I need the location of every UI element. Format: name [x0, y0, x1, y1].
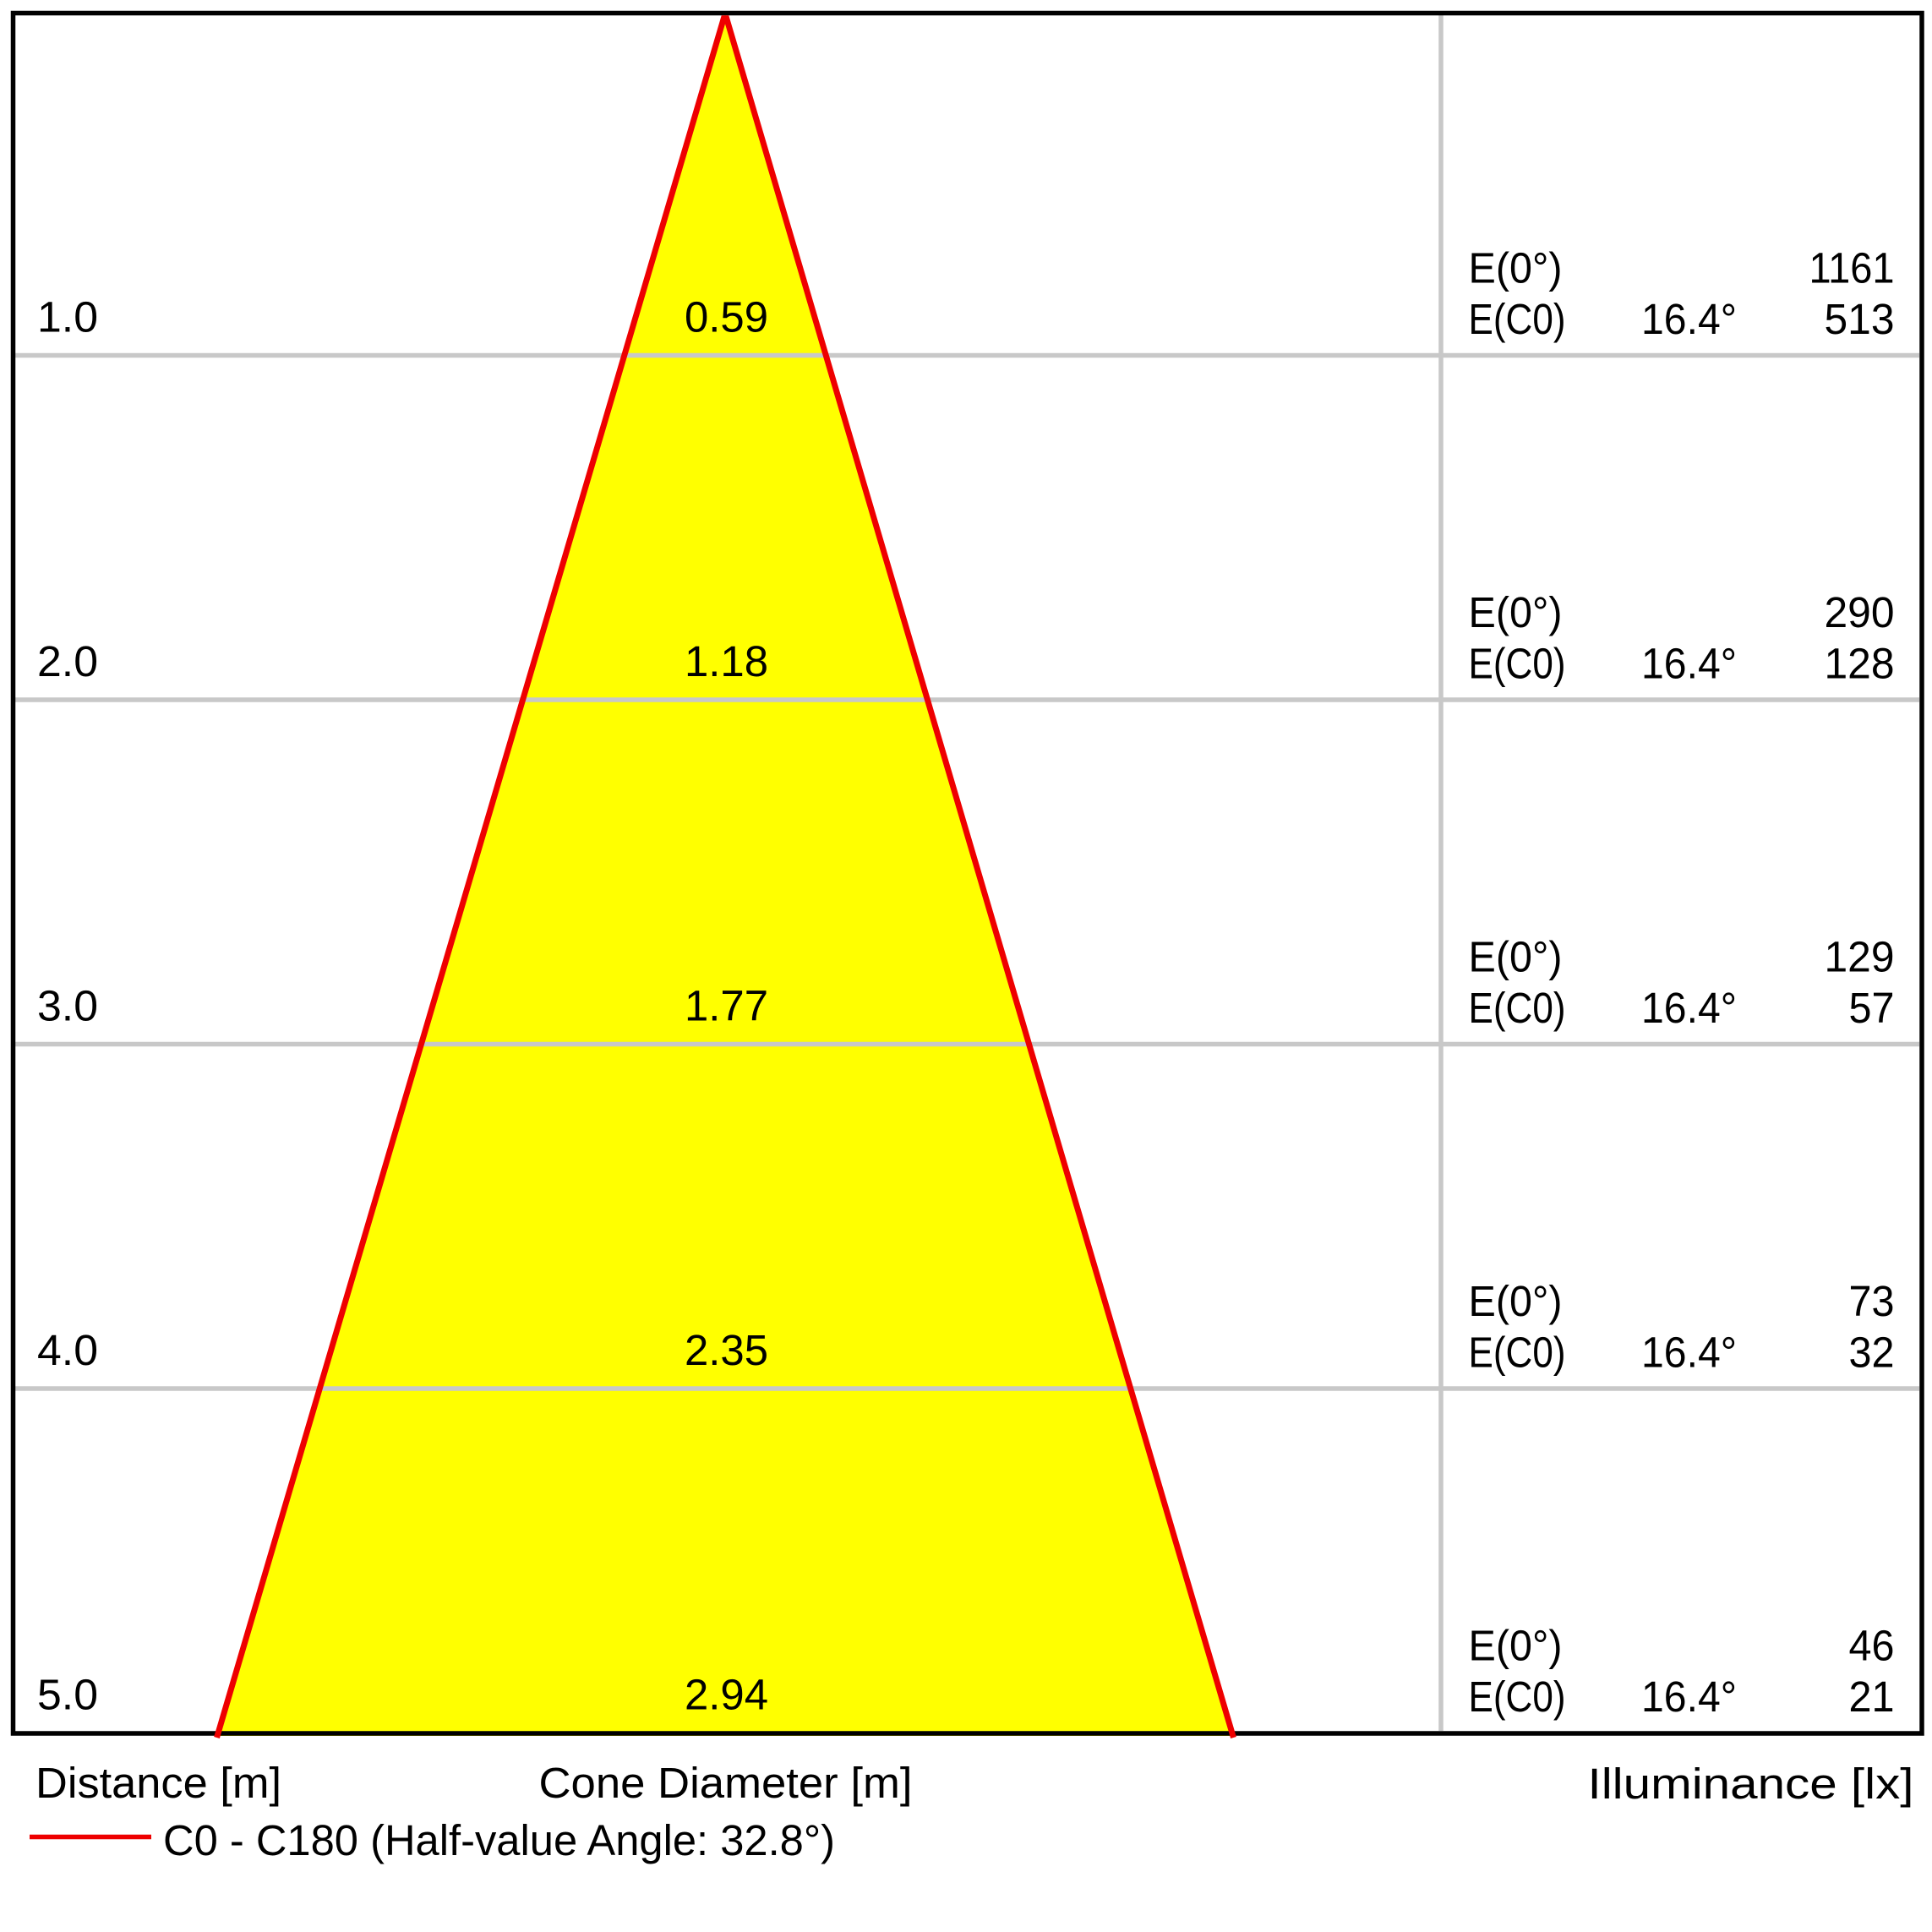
svg-text:513: 513 [1825, 295, 1895, 343]
svg-text:16.4°: 16.4° [1641, 640, 1737, 688]
svg-text:Illuminance [lx]: Illuminance [lx] [1588, 1760, 1914, 1808]
svg-text:E(C0): E(C0) [1469, 1673, 1566, 1721]
svg-text:E(0°): E(0°) [1469, 1277, 1563, 1325]
svg-text:Cone Diameter [m]: Cone Diameter [m] [539, 1759, 913, 1807]
svg-text:C0 - C180 (Half-value Angle: 3: C0 - C180 (Half-value Angle: 32.8°) [163, 1816, 835, 1864]
svg-text:4.0: 4.0 [37, 1326, 98, 1374]
svg-text:Distance [m]: Distance [m] [35, 1759, 281, 1807]
svg-text:E(C0): E(C0) [1469, 295, 1566, 343]
svg-text:16.4°: 16.4° [1641, 1329, 1737, 1377]
svg-text:290: 290 [1825, 588, 1895, 636]
svg-text:1.0: 1.0 [37, 293, 98, 341]
svg-text:E(0°): E(0°) [1469, 1622, 1563, 1670]
svg-text:E(C0): E(C0) [1469, 1329, 1566, 1377]
svg-text:128: 128 [1825, 640, 1895, 688]
svg-text:1.18: 1.18 [685, 637, 768, 685]
svg-text:0.59: 0.59 [685, 293, 768, 341]
svg-text:2.35: 2.35 [685, 1326, 768, 1374]
svg-text:E(C0): E(C0) [1469, 984, 1566, 1032]
svg-text:E(0°): E(0°) [1469, 933, 1563, 981]
svg-text:129: 129 [1825, 933, 1895, 981]
svg-text:16.4°: 16.4° [1641, 984, 1737, 1032]
svg-text:1.77: 1.77 [685, 982, 768, 1030]
svg-text:3.0: 3.0 [37, 982, 98, 1030]
svg-text:16.4°: 16.4° [1641, 295, 1737, 343]
svg-text:E(0°): E(0°) [1469, 588, 1563, 636]
svg-text:16.4°: 16.4° [1641, 1673, 1737, 1721]
svg-text:57: 57 [1849, 984, 1895, 1032]
svg-text:32: 32 [1849, 1329, 1895, 1377]
svg-text:5.0: 5.0 [37, 1671, 98, 1719]
svg-text:E(0°): E(0°) [1469, 244, 1563, 292]
svg-text:21: 21 [1849, 1673, 1895, 1721]
svg-text:46: 46 [1849, 1622, 1895, 1670]
svg-text:2.0: 2.0 [37, 637, 98, 685]
svg-text:1161: 1161 [1809, 244, 1895, 292]
svg-text:73: 73 [1849, 1277, 1895, 1325]
svg-text:2.94: 2.94 [685, 1671, 768, 1719]
svg-text:E(C0): E(C0) [1469, 640, 1566, 688]
